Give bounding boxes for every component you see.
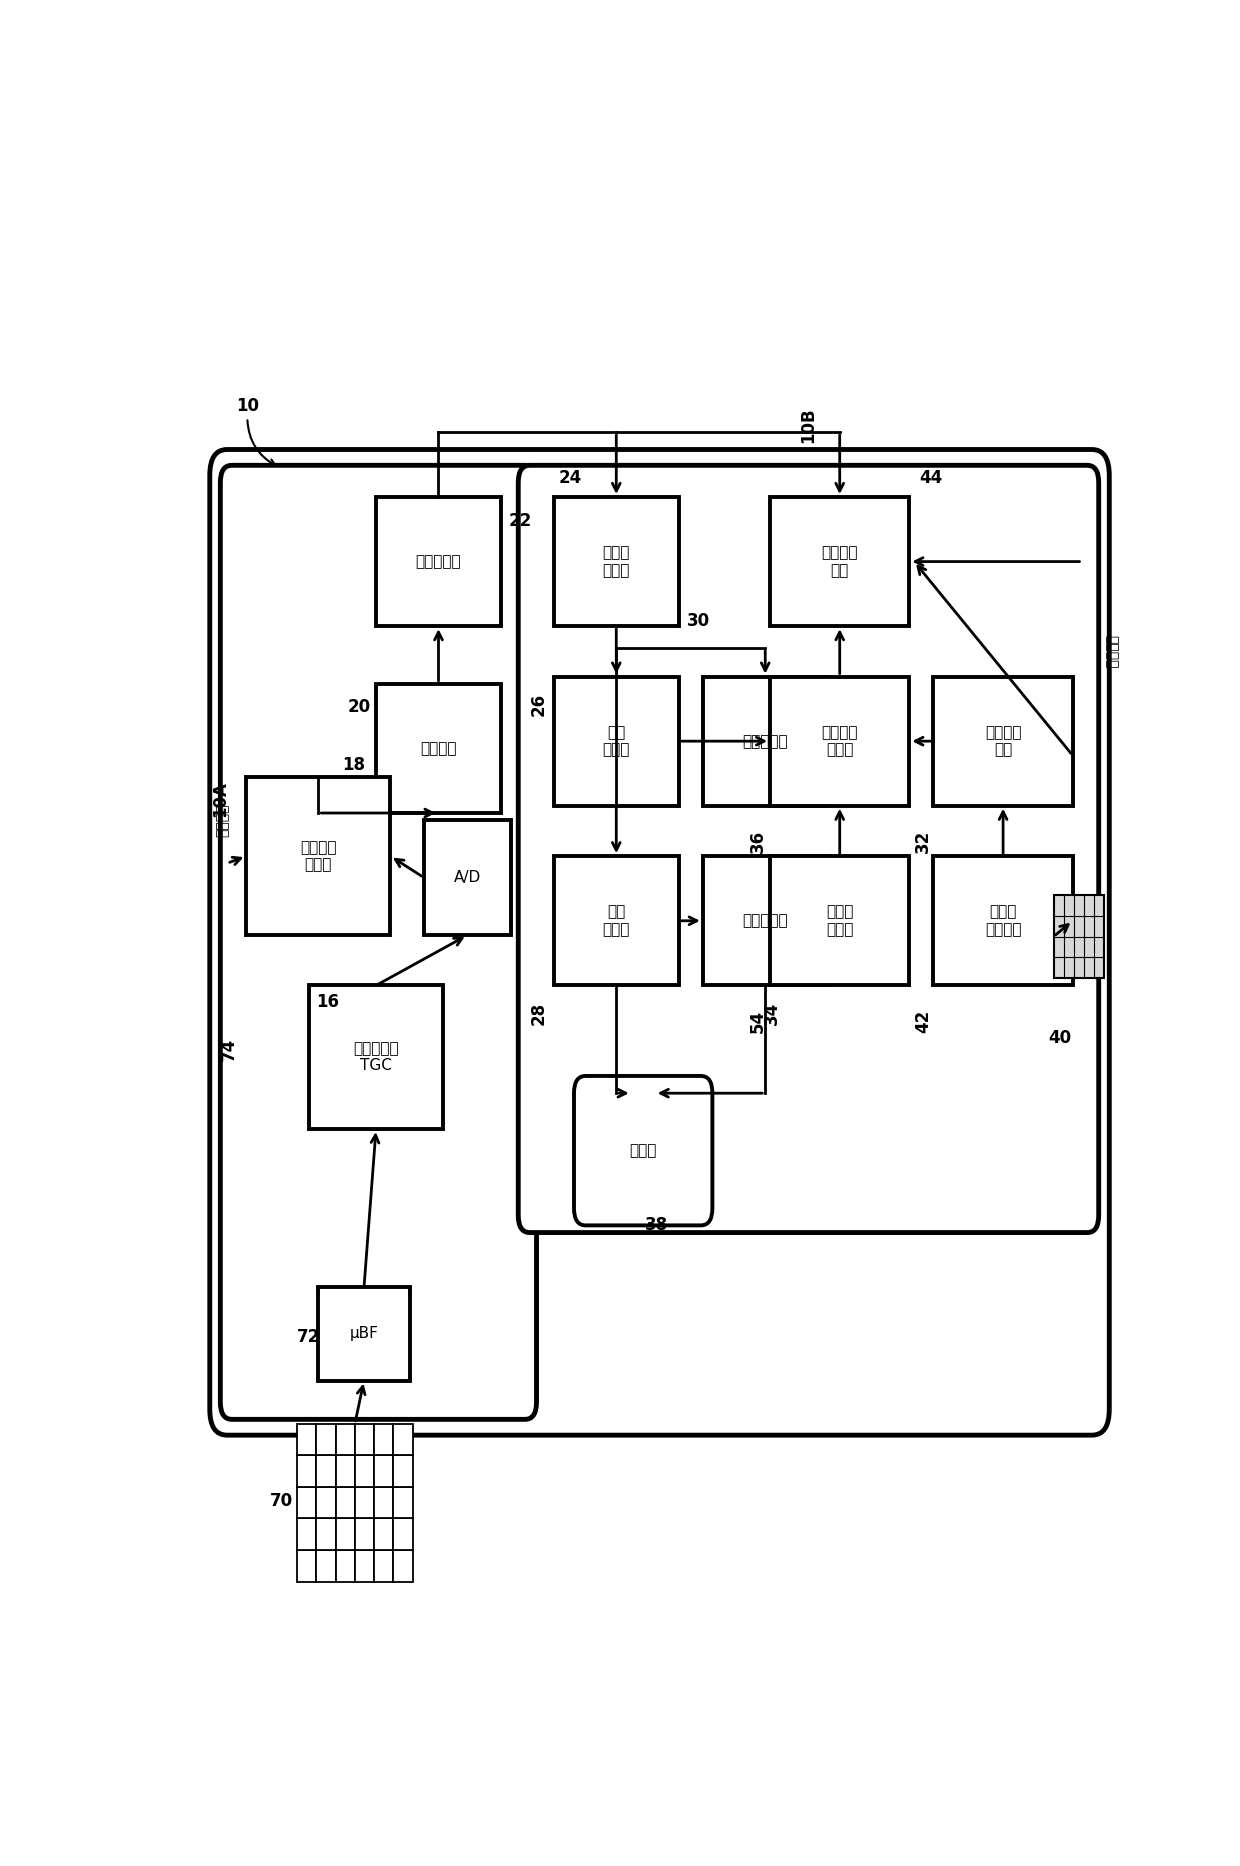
FancyBboxPatch shape (309, 985, 444, 1129)
Text: 36: 36 (749, 830, 766, 853)
Text: 选定的
图像平面: 选定的 图像平面 (985, 905, 1022, 937)
Bar (316, 1455, 336, 1487)
FancyBboxPatch shape (770, 856, 909, 985)
Bar (355, 1424, 374, 1455)
Text: 20: 20 (347, 698, 371, 717)
Text: 70: 70 (270, 1491, 294, 1510)
Bar (336, 1487, 355, 1519)
Text: 44: 44 (919, 468, 942, 487)
Bar (316, 1487, 336, 1519)
Bar (336, 1455, 355, 1487)
FancyBboxPatch shape (934, 856, 1073, 985)
Bar (355, 1455, 374, 1487)
FancyBboxPatch shape (934, 677, 1073, 806)
Text: 30: 30 (687, 612, 709, 631)
Bar (336, 1519, 355, 1551)
Bar (374, 1519, 393, 1551)
Bar (393, 1455, 413, 1487)
Text: 平面坐标: 平面坐标 (1104, 634, 1118, 668)
Bar (355, 1519, 374, 1551)
Bar (298, 1487, 316, 1519)
Text: 前置放大器
TGC: 前置放大器 TGC (353, 1041, 399, 1073)
Text: μBF: μBF (350, 1327, 378, 1342)
Text: 射束形成: 射束形成 (420, 741, 456, 756)
Text: 42: 42 (914, 1010, 932, 1032)
Bar (298, 1455, 316, 1487)
Text: 28: 28 (529, 1002, 548, 1024)
Text: 40: 40 (1049, 1028, 1071, 1047)
FancyBboxPatch shape (703, 677, 828, 806)
Text: 心脏模型
数据: 心脏模型 数据 (985, 726, 1022, 758)
Text: 16: 16 (316, 993, 340, 1011)
FancyBboxPatch shape (1054, 896, 1104, 978)
FancyBboxPatch shape (554, 677, 678, 806)
Text: 显示器: 显示器 (630, 1144, 657, 1159)
Bar (374, 1455, 393, 1487)
Text: 电影存储器: 电影存储器 (743, 733, 789, 748)
Text: 门控信号: 门控信号 (216, 804, 229, 838)
Text: 图像处理器: 图像处理器 (415, 554, 461, 569)
Text: 胎心率
生成器: 胎心率 生成器 (826, 905, 853, 937)
FancyBboxPatch shape (770, 677, 909, 806)
Text: 10B: 10B (800, 407, 817, 442)
FancyBboxPatch shape (221, 465, 537, 1420)
FancyBboxPatch shape (210, 450, 1110, 1435)
Text: 射束形成
控制器: 射束形成 控制器 (300, 840, 336, 871)
Text: 10A: 10A (211, 780, 229, 817)
Bar (393, 1551, 413, 1582)
Text: 18: 18 (342, 756, 366, 774)
Text: 26: 26 (529, 694, 548, 717)
Bar (316, 1551, 336, 1582)
FancyBboxPatch shape (424, 821, 511, 935)
Text: 74: 74 (221, 1037, 238, 1062)
Text: 图像配准
处理器: 图像配准 处理器 (821, 726, 858, 758)
FancyBboxPatch shape (703, 856, 828, 985)
Text: 32: 32 (914, 830, 932, 853)
Text: 22: 22 (508, 511, 532, 530)
Bar (393, 1519, 413, 1551)
Bar (298, 1551, 316, 1582)
Bar (355, 1551, 374, 1582)
Bar (393, 1487, 413, 1519)
Text: A/D: A/D (454, 870, 481, 884)
Text: 72: 72 (298, 1329, 320, 1345)
FancyBboxPatch shape (554, 496, 678, 627)
FancyBboxPatch shape (574, 1077, 712, 1226)
Bar (316, 1519, 336, 1551)
FancyBboxPatch shape (554, 856, 678, 985)
FancyBboxPatch shape (376, 496, 501, 627)
FancyBboxPatch shape (319, 1288, 409, 1381)
Text: 图像
存储器: 图像 存储器 (603, 905, 630, 937)
FancyBboxPatch shape (518, 465, 1099, 1233)
Bar (298, 1424, 316, 1455)
Bar (316, 1424, 336, 1455)
Bar (374, 1487, 393, 1519)
FancyBboxPatch shape (770, 496, 909, 627)
Text: 10: 10 (237, 397, 275, 466)
Bar (336, 1424, 355, 1455)
Text: 扫描
转换器: 扫描 转换器 (603, 726, 630, 758)
Text: 图形生成器: 图形生成器 (743, 912, 789, 927)
Text: 54: 54 (749, 1010, 766, 1032)
Bar (374, 1424, 393, 1455)
FancyBboxPatch shape (247, 776, 391, 935)
FancyBboxPatch shape (376, 683, 501, 814)
Bar (374, 1551, 393, 1582)
Text: 图像平面
取向: 图像平面 取向 (821, 545, 858, 578)
Text: 34: 34 (764, 1002, 781, 1024)
Bar (393, 1424, 413, 1455)
Text: 图像线
处理器: 图像线 处理器 (603, 545, 630, 578)
Text: 38: 38 (645, 1215, 668, 1233)
Bar (355, 1487, 374, 1519)
Text: 24: 24 (558, 468, 582, 487)
Bar (336, 1551, 355, 1582)
Bar (298, 1519, 316, 1551)
